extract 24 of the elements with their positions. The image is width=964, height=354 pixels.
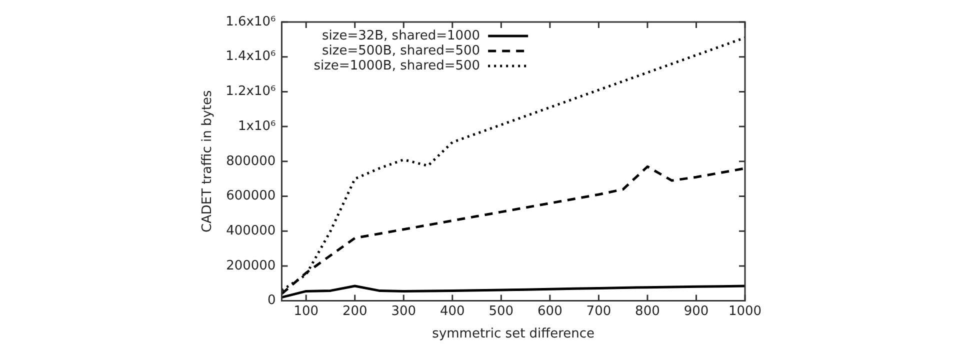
y-tick-label: 1.2x10⁶: [226, 84, 276, 100]
x-tick-label: 900: [684, 304, 709, 319]
x-tick-label: 700: [586, 304, 612, 319]
x-tick-label: 800: [635, 304, 660, 319]
x-tick-label: 300: [391, 304, 416, 319]
x-tick-label: 400: [440, 304, 465, 319]
legend-label: size=1000B, shared=500: [314, 58, 480, 74]
x-tick-label: 600: [538, 304, 562, 319]
x-axis-title: symmetric set difference: [432, 326, 595, 342]
y-tick-label: 200000: [226, 258, 276, 274]
y-tick-label: 1.6x10⁶: [226, 14, 276, 30]
y-tick-label: 0: [267, 293, 276, 308]
y-tick-label: 600000: [226, 188, 276, 204]
x-tick-label: 100: [294, 304, 319, 319]
y-axis-title: CADET traffic in bytes: [200, 90, 216, 233]
y-tick-label: 800000: [226, 154, 276, 169]
x-tick-label: 1000: [728, 304, 762, 319]
legend-label: size=32B, shared=1000: [322, 28, 480, 44]
legend-label: size=500B, shared=500: [322, 43, 480, 58]
x-tick-label: 200: [342, 304, 368, 319]
x-tick-label: 500: [488, 304, 514, 319]
y-tick-label: 1.4x10⁶: [226, 49, 276, 64]
y-tick-label: 400000: [226, 223, 276, 238]
y-tick-label: 1x10⁶: [238, 118, 276, 134]
